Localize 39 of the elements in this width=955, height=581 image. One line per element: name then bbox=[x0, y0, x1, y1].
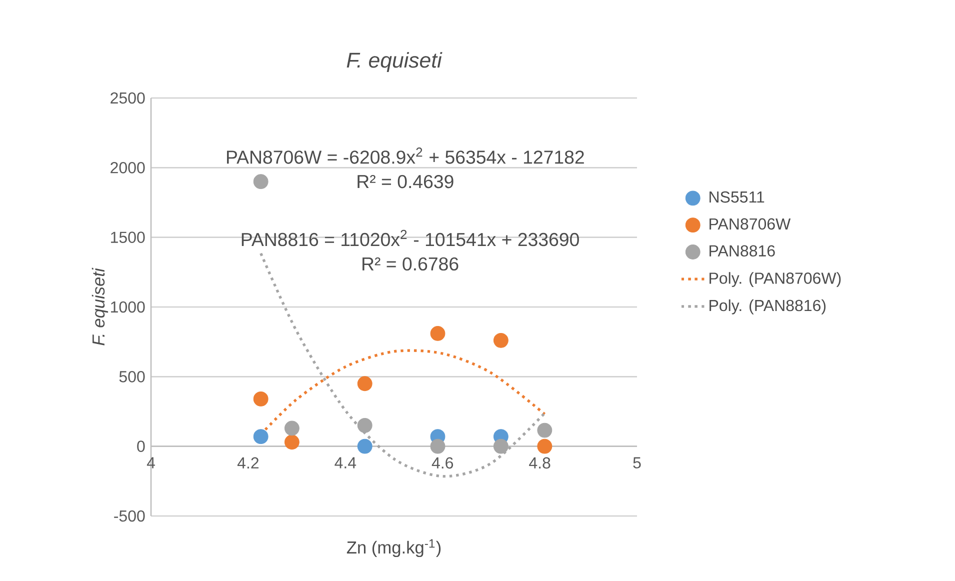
annotation: R² = 0.4639 bbox=[358, 174, 454, 188]
y-axis-title: F. equiseti bbox=[92, 268, 108, 346]
x-tick-label: 4.4 bbox=[334, 457, 356, 468]
legend-label: Poly. (PAN8816) bbox=[710, 299, 826, 314]
annotation: PAN8816 = 11020x$^{2}$ - 101541x + 233690 bbox=[242, 230, 579, 246]
annotation: R² = 0.6786 bbox=[362, 257, 458, 271]
point bbox=[253, 391, 268, 406]
y-tick-label: 1000 bbox=[111, 301, 145, 313]
point bbox=[284, 434, 300, 450]
x-tick-label: 4.6 bbox=[432, 457, 454, 469]
y-tick-label: 1500 bbox=[111, 232, 145, 243]
point bbox=[357, 438, 372, 454]
y-tick-label: -500 bbox=[114, 510, 145, 522]
point bbox=[253, 174, 268, 190]
point bbox=[430, 438, 446, 454]
point bbox=[537, 422, 552, 438]
point bbox=[284, 420, 300, 436]
chart-title: F. equiseti bbox=[346, 52, 442, 72]
point bbox=[493, 332, 508, 348]
x-tick-label: 4.2 bbox=[237, 457, 259, 468]
point bbox=[253, 429, 268, 444]
point bbox=[357, 418, 372, 433]
annotation: PAN8706W = -6208.9x$^{2}$ + 56354x - 127182 bbox=[227, 148, 584, 164]
legend-label: Poly. (PAN8706W) bbox=[710, 272, 841, 288]
y-tick-label: 2500 bbox=[110, 92, 145, 104]
x-axis-title: Zn (mg.kg$^{-1}$) bbox=[346, 539, 441, 558]
x-tick-label: 4 bbox=[146, 457, 155, 468]
legend-label: PAN8706W bbox=[710, 218, 791, 230]
y-tick-label: 2000 bbox=[110, 162, 145, 174]
x-tick-label: 5 bbox=[633, 457, 641, 468]
point bbox=[493, 438, 508, 454]
point bbox=[537, 438, 552, 454]
y-tick-label: 500 bbox=[119, 371, 145, 382]
legend-label: NS5511 bbox=[710, 191, 764, 203]
point bbox=[357, 376, 372, 392]
point bbox=[430, 326, 446, 341]
x-tick-label: 4.8 bbox=[529, 457, 550, 469]
y-tick-label: 0 bbox=[137, 440, 145, 452]
legend-label: PAN8816 bbox=[710, 245, 775, 257]
